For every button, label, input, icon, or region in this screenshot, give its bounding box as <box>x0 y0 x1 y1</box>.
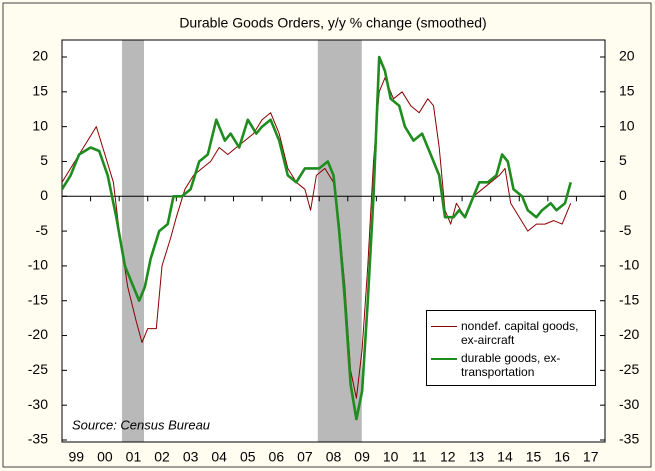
y2-tick-label: 15 <box>619 83 635 99</box>
y-tick-label: -10 <box>28 257 48 273</box>
y2-tick-label: 10 <box>619 117 635 133</box>
y2-tick-label: -35 <box>619 431 639 447</box>
x-tick-label: 12 <box>440 449 456 465</box>
x-tick-label: 02 <box>154 449 170 465</box>
y-tick-label: 5 <box>40 152 48 168</box>
y2-tick-label: 5 <box>619 152 627 168</box>
x-tick-label: 04 <box>211 449 227 465</box>
x-tick-label: 14 <box>497 449 513 465</box>
legend: nondef. capital goods, ex-aircraft durabl… <box>426 310 596 386</box>
y-tick-label: -30 <box>28 396 48 412</box>
y2-tick-label: -25 <box>619 361 639 377</box>
recession-band <box>122 40 145 442</box>
x-tick-label: 10 <box>383 449 399 465</box>
x-tick-label: 09 <box>354 449 370 465</box>
legend-swatch <box>431 358 457 360</box>
y-tick-label: -20 <box>28 326 48 342</box>
x-tick-label: 00 <box>97 449 113 465</box>
y-tick-label: -15 <box>28 291 48 307</box>
series-line <box>61 77 572 399</box>
x-tick-label: 01 <box>126 449 142 465</box>
x-tick-label: 03 <box>183 449 199 465</box>
y-tick-label: -5 <box>36 222 49 238</box>
x-tick-label: 05 <box>240 449 256 465</box>
y-tick-label: 20 <box>32 48 48 64</box>
y-tick-label: 0 <box>40 187 48 203</box>
y-tick-label: 10 <box>32 117 48 133</box>
x-tick-label: 06 <box>269 449 285 465</box>
x-tick-label: 15 <box>526 449 542 465</box>
x-tick-label: 16 <box>554 449 570 465</box>
legend-item: durable goods, ex-transportation <box>431 351 591 379</box>
y-tick-label: 15 <box>32 83 48 99</box>
legend-item: nondef. capital goods, ex-aircraft <box>431 319 591 347</box>
y2-tick-label: -5 <box>619 222 632 238</box>
x-tick-label: 11 <box>412 449 427 465</box>
x-tick-label: 17 <box>583 449 599 465</box>
y2-tick-label: -15 <box>619 291 639 307</box>
chart-title: Durable Goods Orders, y/y % change (smoo… <box>179 15 486 31</box>
x-tick-label: 13 <box>469 449 485 465</box>
y2-tick-label: 0 <box>619 187 627 203</box>
y-tick-label: -35 <box>28 431 48 447</box>
y2-tick-label: 20 <box>619 48 635 64</box>
legend-swatch <box>431 326 457 327</box>
y2-tick-label: -30 <box>619 396 639 412</box>
legend-label: durable goods, ex-transportation <box>461 351 561 379</box>
y-tick-label: -25 <box>28 361 48 377</box>
plot-frame <box>61 39 606 443</box>
x-tick-label: 99 <box>69 449 85 465</box>
y2-tick-label: -10 <box>619 257 639 273</box>
y2-tick-label: -20 <box>619 326 639 342</box>
series-line <box>60 55 572 421</box>
x-tick-label: 07 <box>297 449 313 465</box>
legend-label: nondef. capital goods, ex-aircraft <box>461 319 579 347</box>
annotation: Source: Census Bureau <box>72 417 210 432</box>
x-tick-label: 08 <box>326 449 342 465</box>
